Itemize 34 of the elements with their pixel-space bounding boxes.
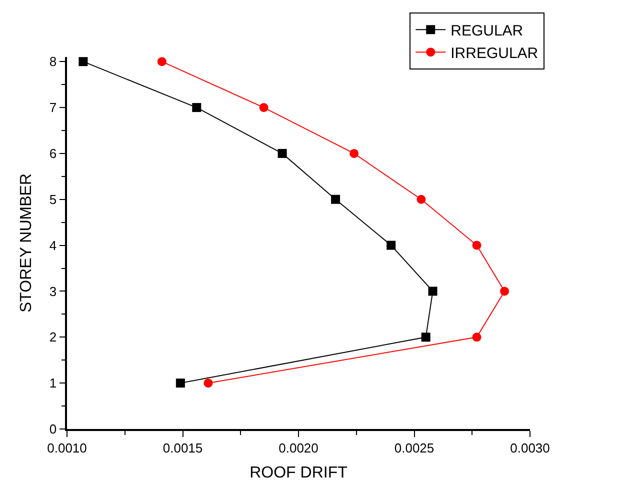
legend-label: IRREGULAR bbox=[450, 44, 538, 62]
point bbox=[421, 332, 430, 342]
point bbox=[416, 194, 426, 204]
y-tick-label: 5 bbox=[49, 192, 57, 207]
x-tick-label: 0.0010 bbox=[47, 440, 87, 456]
point bbox=[176, 378, 185, 388]
point bbox=[78, 57, 88, 66]
point bbox=[500, 286, 510, 296]
y-axis-title: STOREY NUMBER bbox=[18, 174, 35, 312]
point bbox=[192, 103, 202, 112]
point bbox=[204, 378, 213, 388]
x-tick-label: 0.0020 bbox=[278, 440, 318, 456]
y-tick-label: 2 bbox=[49, 330, 57, 345]
y-tick-label: 1 bbox=[49, 376, 57, 391]
y-tick-label: 6 bbox=[49, 146, 57, 161]
point bbox=[472, 240, 482, 250]
point bbox=[386, 240, 396, 250]
legend-label: REGULAR bbox=[450, 22, 524, 40]
y-tick-label: 8 bbox=[49, 54, 57, 70]
y-tick-label: 4 bbox=[49, 238, 57, 253]
y-tick-label: 3 bbox=[49, 284, 57, 299]
point bbox=[278, 148, 287, 158]
y-tick-label: 7 bbox=[49, 100, 57, 116]
point bbox=[157, 57, 166, 66]
x-axis-title: ROOF DRIFT bbox=[250, 464, 348, 482]
point bbox=[259, 103, 268, 112]
point bbox=[350, 148, 359, 158]
y-tick-label: 0 bbox=[49, 422, 57, 437]
point bbox=[331, 194, 340, 204]
x-tick-label: 0.0025 bbox=[394, 440, 434, 456]
x-tick-label: 0.0030 bbox=[510, 440, 550, 456]
x-tick-label: 0.0015 bbox=[162, 440, 203, 456]
point bbox=[472, 332, 482, 342]
point bbox=[428, 286, 438, 296]
